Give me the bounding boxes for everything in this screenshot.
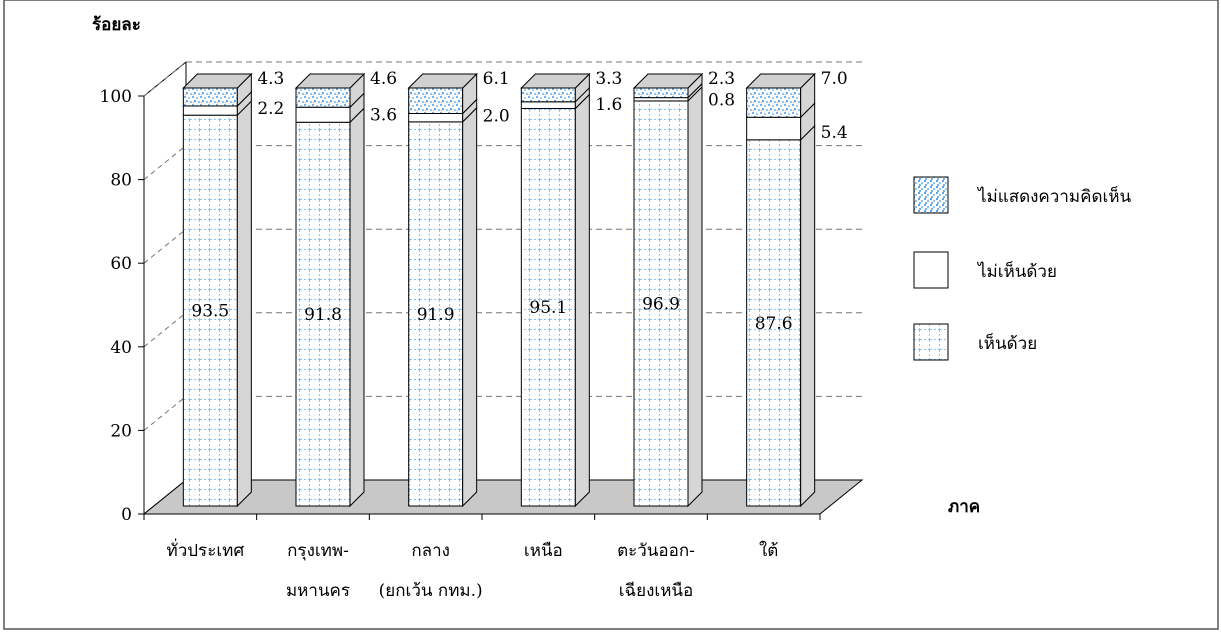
bar-top <box>407 73 478 89</box>
bar-segment-1 <box>520 101 576 109</box>
x-tick-label: ใต้ <box>759 540 778 561</box>
legend-label-no-opinion: ไม่แสดงความคิดเห็น <box>976 185 1132 207</box>
bar-side-0 <box>574 93 590 508</box>
bars <box>182 72 816 508</box>
category-labels: ทั่วประเทศ กรุงเทพ- มหานคร กลาง (ยกเว้น กทม.… <box>167 538 779 601</box>
gridline-diagonal <box>143 396 187 431</box>
legend-item-disagree: ไม่เห็นด้วย <box>913 251 1057 289</box>
data-label-no-opinion: 4.6 <box>370 69 397 89</box>
gridline-diagonal <box>143 228 187 264</box>
y-tick-label: 60 <box>110 254 132 274</box>
bar-segment-0 <box>520 107 576 507</box>
legend-item-agree: เห็นด้วย <box>913 323 1037 361</box>
bar-segment-0 <box>746 139 802 507</box>
bar-segment-2 <box>746 87 802 118</box>
data-labels: 93.5 2.2 4.3 91.8 3.6 4.6 91.9 2.0 6.1 95.1 1.6 3.3… <box>191 69 847 334</box>
bar-top <box>632 73 704 89</box>
data-label-agree: 87.6 <box>755 314 793 334</box>
bar-segment-2 <box>408 87 464 114</box>
legend-swatch-no-opinion <box>913 176 949 214</box>
bar-top <box>294 73 366 89</box>
bar-side-0 <box>349 107 365 508</box>
data-label-disagree: 0.8 <box>708 91 735 111</box>
bar-side-0 <box>687 85 703 508</box>
bar-top <box>182 73 253 89</box>
axes: 0 20 40 60 80 100 <box>100 87 821 525</box>
bar-segment-0 <box>408 121 464 507</box>
x-tick-label: เหนือ <box>524 541 563 561</box>
x-tick-label: กรุงเทพ- <box>287 541 349 561</box>
legend-label-disagree: ไม่เห็นด้วย <box>976 260 1057 282</box>
bar-top <box>745 73 816 89</box>
bar-segment-1 <box>295 106 351 123</box>
chart-frame <box>3 0 1219 630</box>
y-tick-label: 80 <box>110 171 132 191</box>
bar-segment-1 <box>633 97 689 102</box>
data-label-agree: 93.5 <box>191 302 229 322</box>
y-tick-label: 0 <box>121 505 132 525</box>
y-axis-title: ร้อยละ <box>92 15 141 35</box>
data-label-agree: 91.8 <box>304 305 342 325</box>
x-tick-label: (ยกเว้น กทม.) <box>379 581 483 601</box>
bar-side-0 <box>800 124 816 508</box>
bar-side-0 <box>462 106 478 508</box>
x-axis-title: ภาค <box>948 497 980 517</box>
data-label-disagree: 2.2 <box>257 99 284 119</box>
bar-segment-1 <box>746 116 802 141</box>
data-label-no-opinion: 3.3 <box>595 69 622 89</box>
bar-segment-2 <box>633 87 689 99</box>
data-label-agree: 95.1 <box>529 298 567 318</box>
bar-segment-2 <box>520 87 576 103</box>
bar-segment-2 <box>295 87 351 108</box>
bar-side-0 <box>236 99 252 508</box>
bar-top <box>520 73 591 89</box>
data-label-no-opinion: 2.3 <box>708 69 735 89</box>
bar-segment-1 <box>408 112 464 123</box>
y-tick-label: 20 <box>110 421 132 441</box>
y-tick-label: 40 <box>110 338 132 358</box>
bar-segment-0 <box>295 121 351 507</box>
data-label-no-opinion: 7.0 <box>821 69 848 89</box>
data-label-disagree: 5.4 <box>821 123 848 143</box>
data-label-no-opinion: 6.1 <box>483 69 510 89</box>
x-tick-label: ตะวันออก- <box>617 541 695 561</box>
bar-segment-0 <box>633 100 689 507</box>
x-tick-label: กลาง <box>411 541 450 561</box>
data-label-agree: 91.9 <box>417 305 455 325</box>
legend-label-agree: เห็นด้วย <box>978 332 1037 354</box>
x-tick-label: ทั่วประเทศ <box>167 538 245 561</box>
data-label-no-opinion: 4.3 <box>257 69 284 89</box>
left-wall <box>143 60 187 516</box>
legend-swatch-disagree <box>913 251 949 289</box>
x-tick-label: เฉียงเหนือ <box>619 581 694 601</box>
y-tick-label: 100 <box>100 87 132 107</box>
bar-segment-2 <box>182 87 238 107</box>
legend-item-no-opinion: ไม่แสดงความคิดเห็น <box>913 176 1132 214</box>
data-label-disagree: 2.0 <box>483 106 510 126</box>
gridline-diagonal <box>143 145 187 180</box>
x-tick-label: มหานคร <box>286 581 350 601</box>
bar-segment-0 <box>182 114 238 507</box>
gridline-diagonal <box>143 312 187 348</box>
bar-segment-1 <box>182 105 238 116</box>
data-label-agree: 96.9 <box>642 294 680 314</box>
data-label-disagree: 1.6 <box>595 95 622 115</box>
data-label-disagree: 3.6 <box>370 105 397 125</box>
legend: ไม่แสดงความคิดเห็น ไม่เห็นด้วย เห็นด้วย <box>913 176 1132 361</box>
gridline-diagonal <box>143 61 187 97</box>
legend-swatch-agree <box>913 323 949 361</box>
